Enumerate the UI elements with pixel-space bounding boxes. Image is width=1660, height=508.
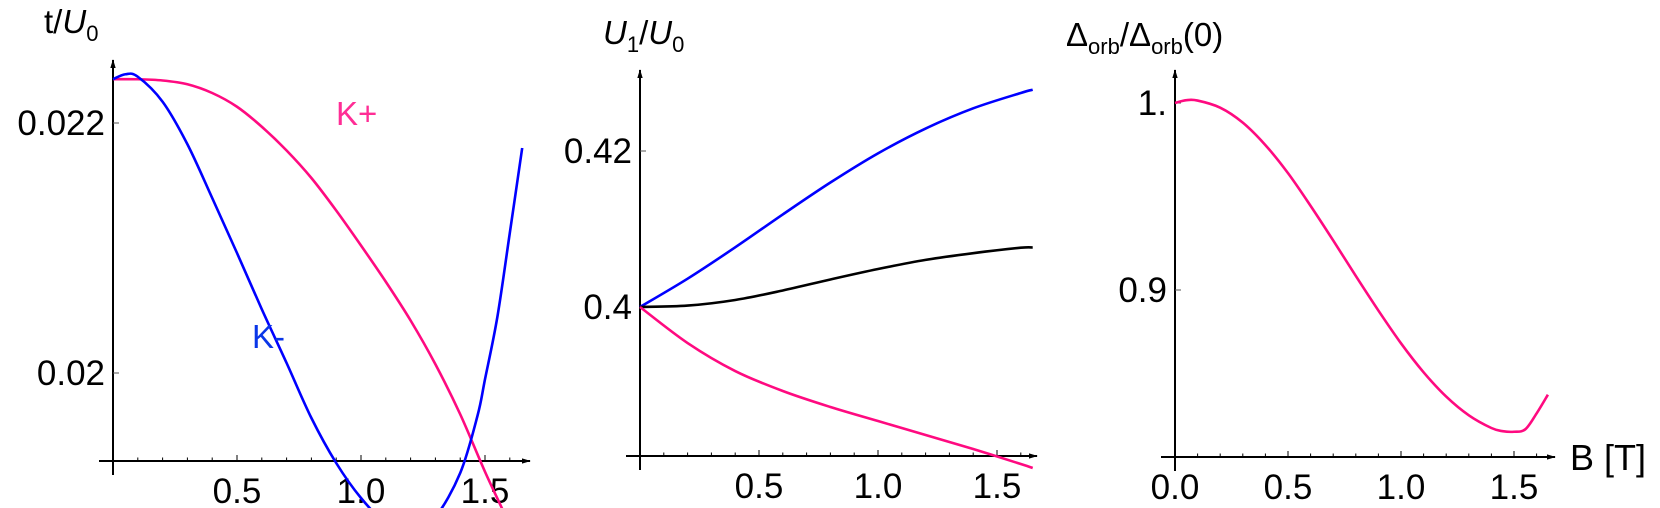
y-axis-label: t/U0: [44, 3, 98, 46]
axes: 0.5 1.0 1.5 0.02 0.022: [17, 59, 531, 508]
series-line-lower: [639, 305, 1034, 470]
y-tick-label: 1.: [1138, 84, 1167, 123]
series-group: [1174, 98, 1550, 434]
y-axis-label: Δorb/Δorb(0): [1066, 16, 1223, 59]
y-tick-label: 0.42: [564, 132, 632, 171]
y-tick-label: 0.4: [583, 288, 632, 327]
panel-middle: U1/U0 0.5 1.0 1.5 0.4 0.42: [564, 14, 1038, 506]
x-tick-label: 0.5: [213, 472, 262, 508]
series-line-middle: [639, 245, 1033, 309]
x-tick-label: 1.0: [1377, 468, 1426, 507]
x-tick-label: 0.0: [1151, 468, 1200, 507]
series-group: [639, 88, 1034, 470]
series-line-k-: [112, 72, 524, 508]
x-tick-label: 0.5: [1264, 468, 1313, 507]
panel-right: Δorb/Δorb(0) B [T] 0.0 0.5 1.0 1.5 0.9 1.: [1066, 16, 1646, 507]
x-tick-label: 1.0: [854, 467, 903, 506]
axes: 0.0 0.5 1.0 1.5 0.9 1.: [1118, 69, 1556, 507]
x-tick-label: 1.5: [973, 467, 1022, 506]
annotations: K+ K-: [252, 95, 377, 355]
y-tick-label: 0.022: [17, 104, 105, 143]
y-axis-label: U1/U0: [603, 14, 684, 57]
series-group: [112, 72, 524, 508]
x-tick-label: 0.5: [735, 467, 784, 506]
series-line-upper: [639, 88, 1034, 309]
x-tick-label: 1.5: [1490, 468, 1539, 507]
curve-label: K+: [336, 95, 377, 132]
x-axis-label: B [T]: [1570, 437, 1646, 478]
curve-label: K-: [252, 318, 285, 355]
y-tick-label: 0.9: [1118, 271, 1167, 310]
series-line-k-: [112, 77, 504, 508]
x-tick-label: 1.5: [461, 472, 510, 508]
series-line-delta-orb-ratio: [1174, 98, 1550, 434]
axes: 0.5 1.0 1.5 0.4 0.42: [564, 69, 1038, 506]
panel-left: t/U0 0.5 1.0 1.5 0.02 0.022 K+ K-: [17, 3, 531, 508]
y-tick-label: 0.02: [37, 354, 105, 393]
x-tick-label: 1.0: [337, 472, 386, 508]
